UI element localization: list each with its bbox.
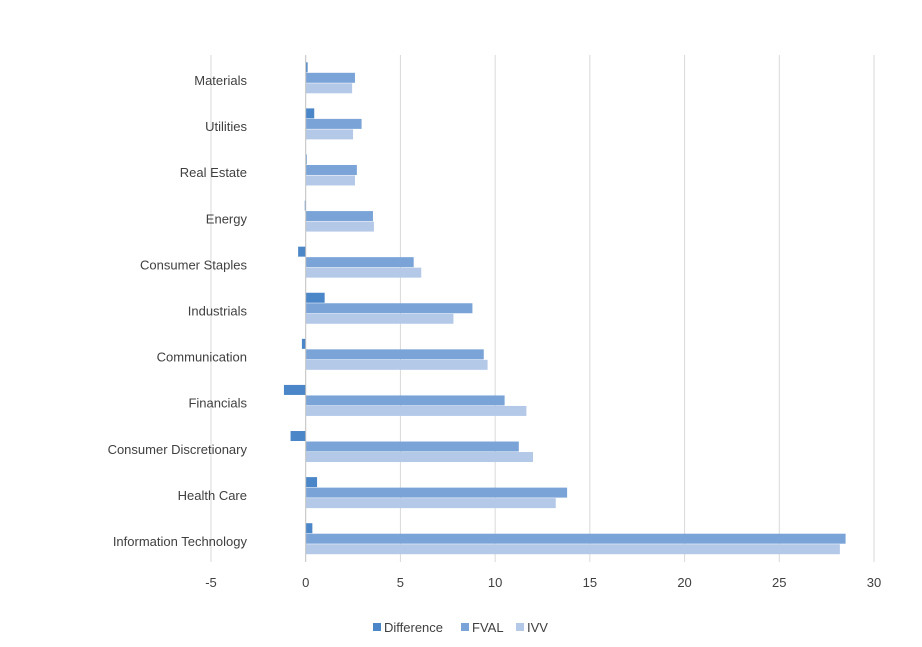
bar-ivv — [305, 498, 556, 509]
x-tick-label: 5 — [397, 575, 404, 590]
legend-swatch — [373, 623, 381, 631]
category-label: Energy — [206, 211, 248, 226]
bar-ivv — [305, 405, 527, 416]
bar-ivv — [305, 267, 422, 278]
bar-fval — [305, 487, 568, 498]
bar-fval — [305, 349, 484, 360]
x-tick-label: 25 — [772, 575, 786, 590]
category-label: Communication — [157, 350, 247, 365]
legend-swatch — [516, 623, 524, 631]
category-label: Financials — [188, 396, 247, 411]
bar-ivv — [305, 452, 534, 463]
legend-item: FVAL — [461, 620, 504, 635]
category-labels: Materials Utilities Real Estate Energy Consu… — [108, 73, 248, 549]
legend: Difference FVAL IVV — [373, 620, 548, 635]
category-label: Information Technology — [113, 534, 248, 549]
bar-fval — [305, 211, 373, 222]
x-tick-labels: -5 0 5 10 15 20 25 30 — [205, 575, 881, 590]
bar-fval — [305, 303, 473, 314]
x-tick-label: 10 — [488, 575, 502, 590]
category-label: Consumer Discretionary — [108, 442, 248, 457]
bar-ivv — [305, 83, 353, 94]
category-label: Industrials — [188, 304, 248, 319]
bar-difference — [290, 431, 306, 442]
grid-lines — [210, 55, 875, 562]
category-label: Health Care — [178, 488, 247, 503]
x-tick-label: 0 — [302, 575, 309, 590]
category-label: Materials — [194, 73, 247, 88]
bar-difference — [301, 338, 306, 349]
bar-fval — [305, 533, 846, 544]
category-label: Real Estate — [180, 165, 247, 180]
bar-fval — [305, 441, 519, 452]
bar-fval — [305, 72, 355, 83]
bar-difference — [305, 523, 313, 534]
bar-difference — [298, 246, 306, 257]
x-tick-label: 15 — [583, 575, 597, 590]
bar-ivv — [305, 359, 488, 370]
legend-item: IVV — [516, 620, 548, 635]
legend-swatch — [461, 623, 469, 631]
x-tick-label: -5 — [205, 575, 217, 590]
bar-difference — [305, 477, 318, 488]
bars — [283, 62, 846, 555]
legend-label: Difference — [384, 620, 443, 635]
legend-label: FVAL — [472, 620, 504, 635]
legend-item: Difference — [373, 620, 443, 635]
bar-fval — [305, 395, 505, 406]
category-label: Consumer Staples — [140, 257, 247, 272]
bar-difference — [283, 384, 306, 395]
bar-ivv — [305, 544, 840, 555]
legend-label: IVV — [527, 620, 548, 635]
bar-fval — [305, 164, 357, 175]
x-tick-label: 20 — [677, 575, 691, 590]
bar-difference — [305, 62, 308, 73]
bar-difference — [305, 108, 315, 119]
bar-ivv — [305, 129, 354, 140]
bar-ivv — [305, 221, 374, 232]
bar-fval — [305, 257, 414, 268]
bar-difference — [305, 292, 325, 303]
bar-fval — [305, 118, 362, 129]
x-tick-label: 30 — [867, 575, 881, 590]
bar-ivv — [305, 313, 454, 324]
bar-ivv — [305, 175, 355, 186]
category-label: Utilities — [205, 119, 247, 134]
